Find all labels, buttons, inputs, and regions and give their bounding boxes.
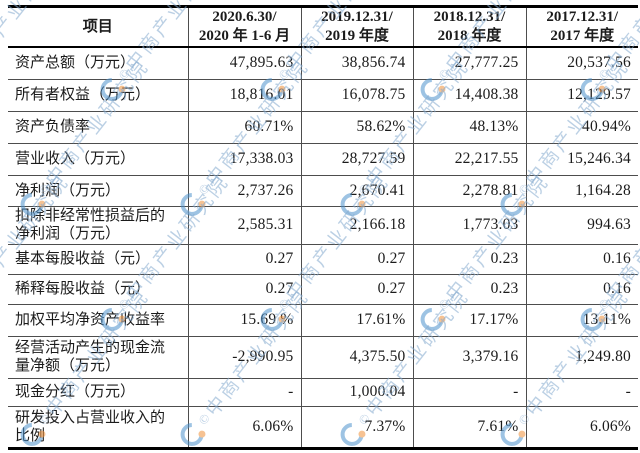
cell-value: 0.27 — [300, 244, 413, 275]
table-row: 营业收入（万元） 17,338.03 28,727.59 22,217.55 1… — [8, 143, 638, 176]
table-row: 现金分红（万元） - 1,000.04 - - — [8, 378, 638, 407]
cell-value: 0.27 — [300, 274, 413, 305]
header-period-2018: 2018.12.31/ 2018 年度 — [412, 6, 526, 48]
row-label: 净利润（万元） — [8, 175, 188, 207]
cell-value: 1,164.28 — [525, 175, 638, 207]
row-label: 稀释每股收益（元） — [8, 274, 188, 305]
row-label: 经营活动产生的现金流 量净额（万元） — [8, 336, 188, 379]
cell-value: 0.23 — [412, 244, 526, 275]
cell-value: 15.69 % — [187, 304, 301, 337]
cell-value: 38,856.74 — [300, 47, 413, 80]
cell-value: 3,379.16 — [412, 336, 526, 379]
financial-summary-table: 项目 2020.6.30/ 2020 年 1-6 月 2019.12.31/ 2… — [8, 5, 638, 450]
row-label: 营业收入（万元） — [8, 143, 188, 176]
cell-value: 58.62% — [300, 111, 413, 144]
cell-value: 2,166.18 — [300, 206, 413, 245]
cell-value: 4,375.50 — [300, 336, 413, 379]
cell-value: 22,217.55 — [412, 143, 526, 176]
cell-value: 40.94% — [525, 111, 638, 144]
table-row: 加权平均净资产收益率 15.69 % 17.61% 17.17% 13.11% — [8, 304, 638, 337]
row-label: 现金分红（万元） — [8, 378, 188, 407]
table-row: 净利润（万元） 2,737.26 2,670.41 2,278.81 1,164… — [8, 175, 638, 207]
header-period-2019: 2019.12.31/ 2019 年度 — [300, 6, 413, 48]
cell-value: - — [412, 378, 526, 407]
cell-value: 12,129.57 — [525, 79, 638, 112]
cell-value: - — [525, 378, 638, 407]
cell-value: 0.23 — [412, 274, 526, 305]
cell-value: 27,777.25 — [412, 47, 526, 80]
table-row: 扣除非经常性损益后的 净利润（万元） 2,585.31 2,166.18 1,77… — [8, 206, 638, 245]
table-row: 经营活动产生的现金流 量净额（万元） -2,990.95 4,375.50 3,3… — [8, 336, 638, 379]
row-label: 资产负债率 — [8, 111, 188, 144]
cell-value: 16,078.75 — [300, 79, 413, 112]
table-row: 基本每股收益（元） 0.27 0.27 0.23 0.16 — [8, 244, 638, 275]
cell-value: 47,895.63 — [187, 47, 301, 80]
cell-value: 0.16 — [525, 244, 638, 275]
cell-value: 6.06% — [525, 406, 638, 448]
table-row: 研发投入占营业收入的 比例 6.06% 7.37% 7.61% 6.06% — [8, 406, 638, 448]
header-period-2020: 2020.6.30/ 2020 年 1-6 月 — [187, 6, 301, 48]
cell-value: - — [187, 378, 301, 407]
cell-value: 20,537.56 — [525, 47, 638, 80]
cell-value: 17,338.03 — [187, 143, 301, 176]
row-label: 基本每股收益（元） — [8, 244, 188, 275]
cell-value: 0.27 — [187, 274, 301, 305]
cell-value: 994.63 — [525, 206, 638, 245]
cell-value: 1,773.03 — [412, 206, 526, 245]
cell-value: 2,670.41 — [300, 175, 413, 207]
cell-value: 17.61% — [300, 304, 413, 337]
header-period-2017: 2017.12.31/ 2017 年度 — [525, 6, 638, 48]
cell-value: 0.16 — [525, 274, 638, 305]
cell-value: 0.27 — [187, 244, 301, 275]
table-row: 所有者权益（万元） 18,816.01 16,078.75 14,408.38 … — [8, 79, 638, 112]
row-label: 研发投入占营业收入的 比例 — [15, 409, 166, 444]
row-label: 加权平均净资产收益率 — [8, 304, 188, 337]
header-item: 项目 — [8, 6, 188, 48]
header-row: 项目 2020.6.30/ 2020 年 1-6 月 2019.12.31/ 2… — [8, 6, 638, 48]
cell-value: 2,737.26 — [187, 175, 301, 207]
cell-value: 2,278.81 — [412, 175, 526, 207]
table-row: 资产总额（万元） 47,895.63 38,856.74 27,777.25 2… — [8, 47, 638, 80]
cell-value: 14,408.38 — [412, 79, 526, 112]
cell-value: 2,585.31 — [187, 206, 301, 245]
cell-value: 7.61% — [412, 406, 526, 448]
table-row: 稀释每股收益（元） 0.27 0.27 0.23 0.16 — [8, 274, 638, 305]
cell-value: 28,727.59 — [300, 143, 413, 176]
table-row: 资产负债率 60.71% 58.62% 48.13% 40.94% — [8, 111, 638, 144]
row-label: 资产总额（万元） — [8, 47, 188, 80]
cell-value: 13.11% — [525, 304, 638, 337]
cell-value: 1,249.80 — [525, 336, 638, 379]
cell-value: 60.71% — [187, 111, 301, 144]
cell-value: 17.17% — [412, 304, 526, 337]
cell-value: 1,000.04 — [300, 378, 413, 407]
row-label: 扣除非经常性损益后的 净利润（万元） — [8, 206, 188, 245]
cell-value: 15,246.34 — [525, 143, 638, 176]
cell-value: -2,990.95 — [187, 336, 301, 379]
cell-value: 18,816.01 — [187, 79, 301, 112]
cell-value: 7.37% — [300, 406, 413, 448]
row-label: 所有者权益（万元） — [8, 79, 188, 112]
cell-value: 48.13% — [412, 111, 526, 144]
cell-value: 6.06% — [187, 406, 301, 448]
